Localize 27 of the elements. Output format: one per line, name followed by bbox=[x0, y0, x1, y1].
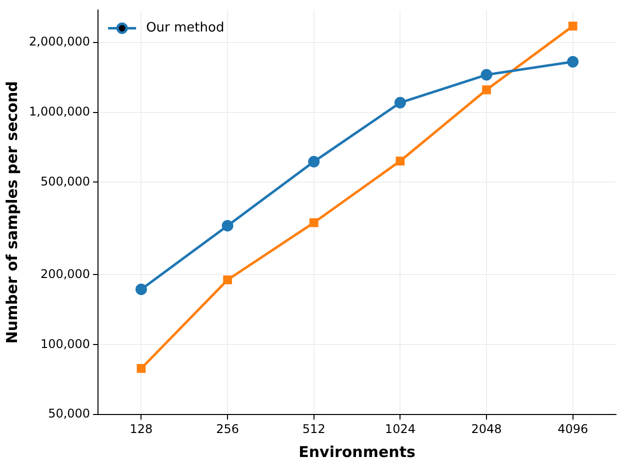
x-tick-label: 256 bbox=[216, 422, 240, 436]
x-tick-label: 128 bbox=[130, 422, 153, 436]
y-axis-title: Number of samples per second bbox=[2, 81, 21, 344]
point bbox=[309, 218, 318, 228]
x-tick-label: 512 bbox=[302, 422, 326, 436]
point bbox=[568, 22, 578, 30]
y-tick-label: 500,000 bbox=[40, 174, 90, 188]
x-tick-label: 4096 bbox=[558, 422, 588, 436]
point bbox=[567, 56, 579, 68]
y-tick-label: 1,000,000 bbox=[28, 104, 90, 118]
y-tick-label: 200,000 bbox=[40, 266, 90, 281]
y-tick-label: 2,000,000 bbox=[28, 34, 90, 48]
point bbox=[223, 275, 232, 284]
x-tick-label: 1024 bbox=[384, 422, 416, 436]
point bbox=[480, 69, 492, 81]
y-tick-label: 100,000 bbox=[40, 336, 90, 351]
legend-label: Our method bbox=[146, 20, 224, 36]
point bbox=[135, 284, 147, 296]
x-axis-title: Environments bbox=[298, 442, 416, 461]
x-tick-label: 2048 bbox=[471, 422, 502, 436]
point bbox=[394, 96, 406, 108]
point bbox=[308, 156, 320, 168]
point bbox=[482, 85, 491, 94]
point bbox=[222, 220, 234, 232]
y-tick-label: 50,000 bbox=[48, 406, 90, 421]
point bbox=[396, 156, 405, 166]
point bbox=[136, 364, 146, 373]
